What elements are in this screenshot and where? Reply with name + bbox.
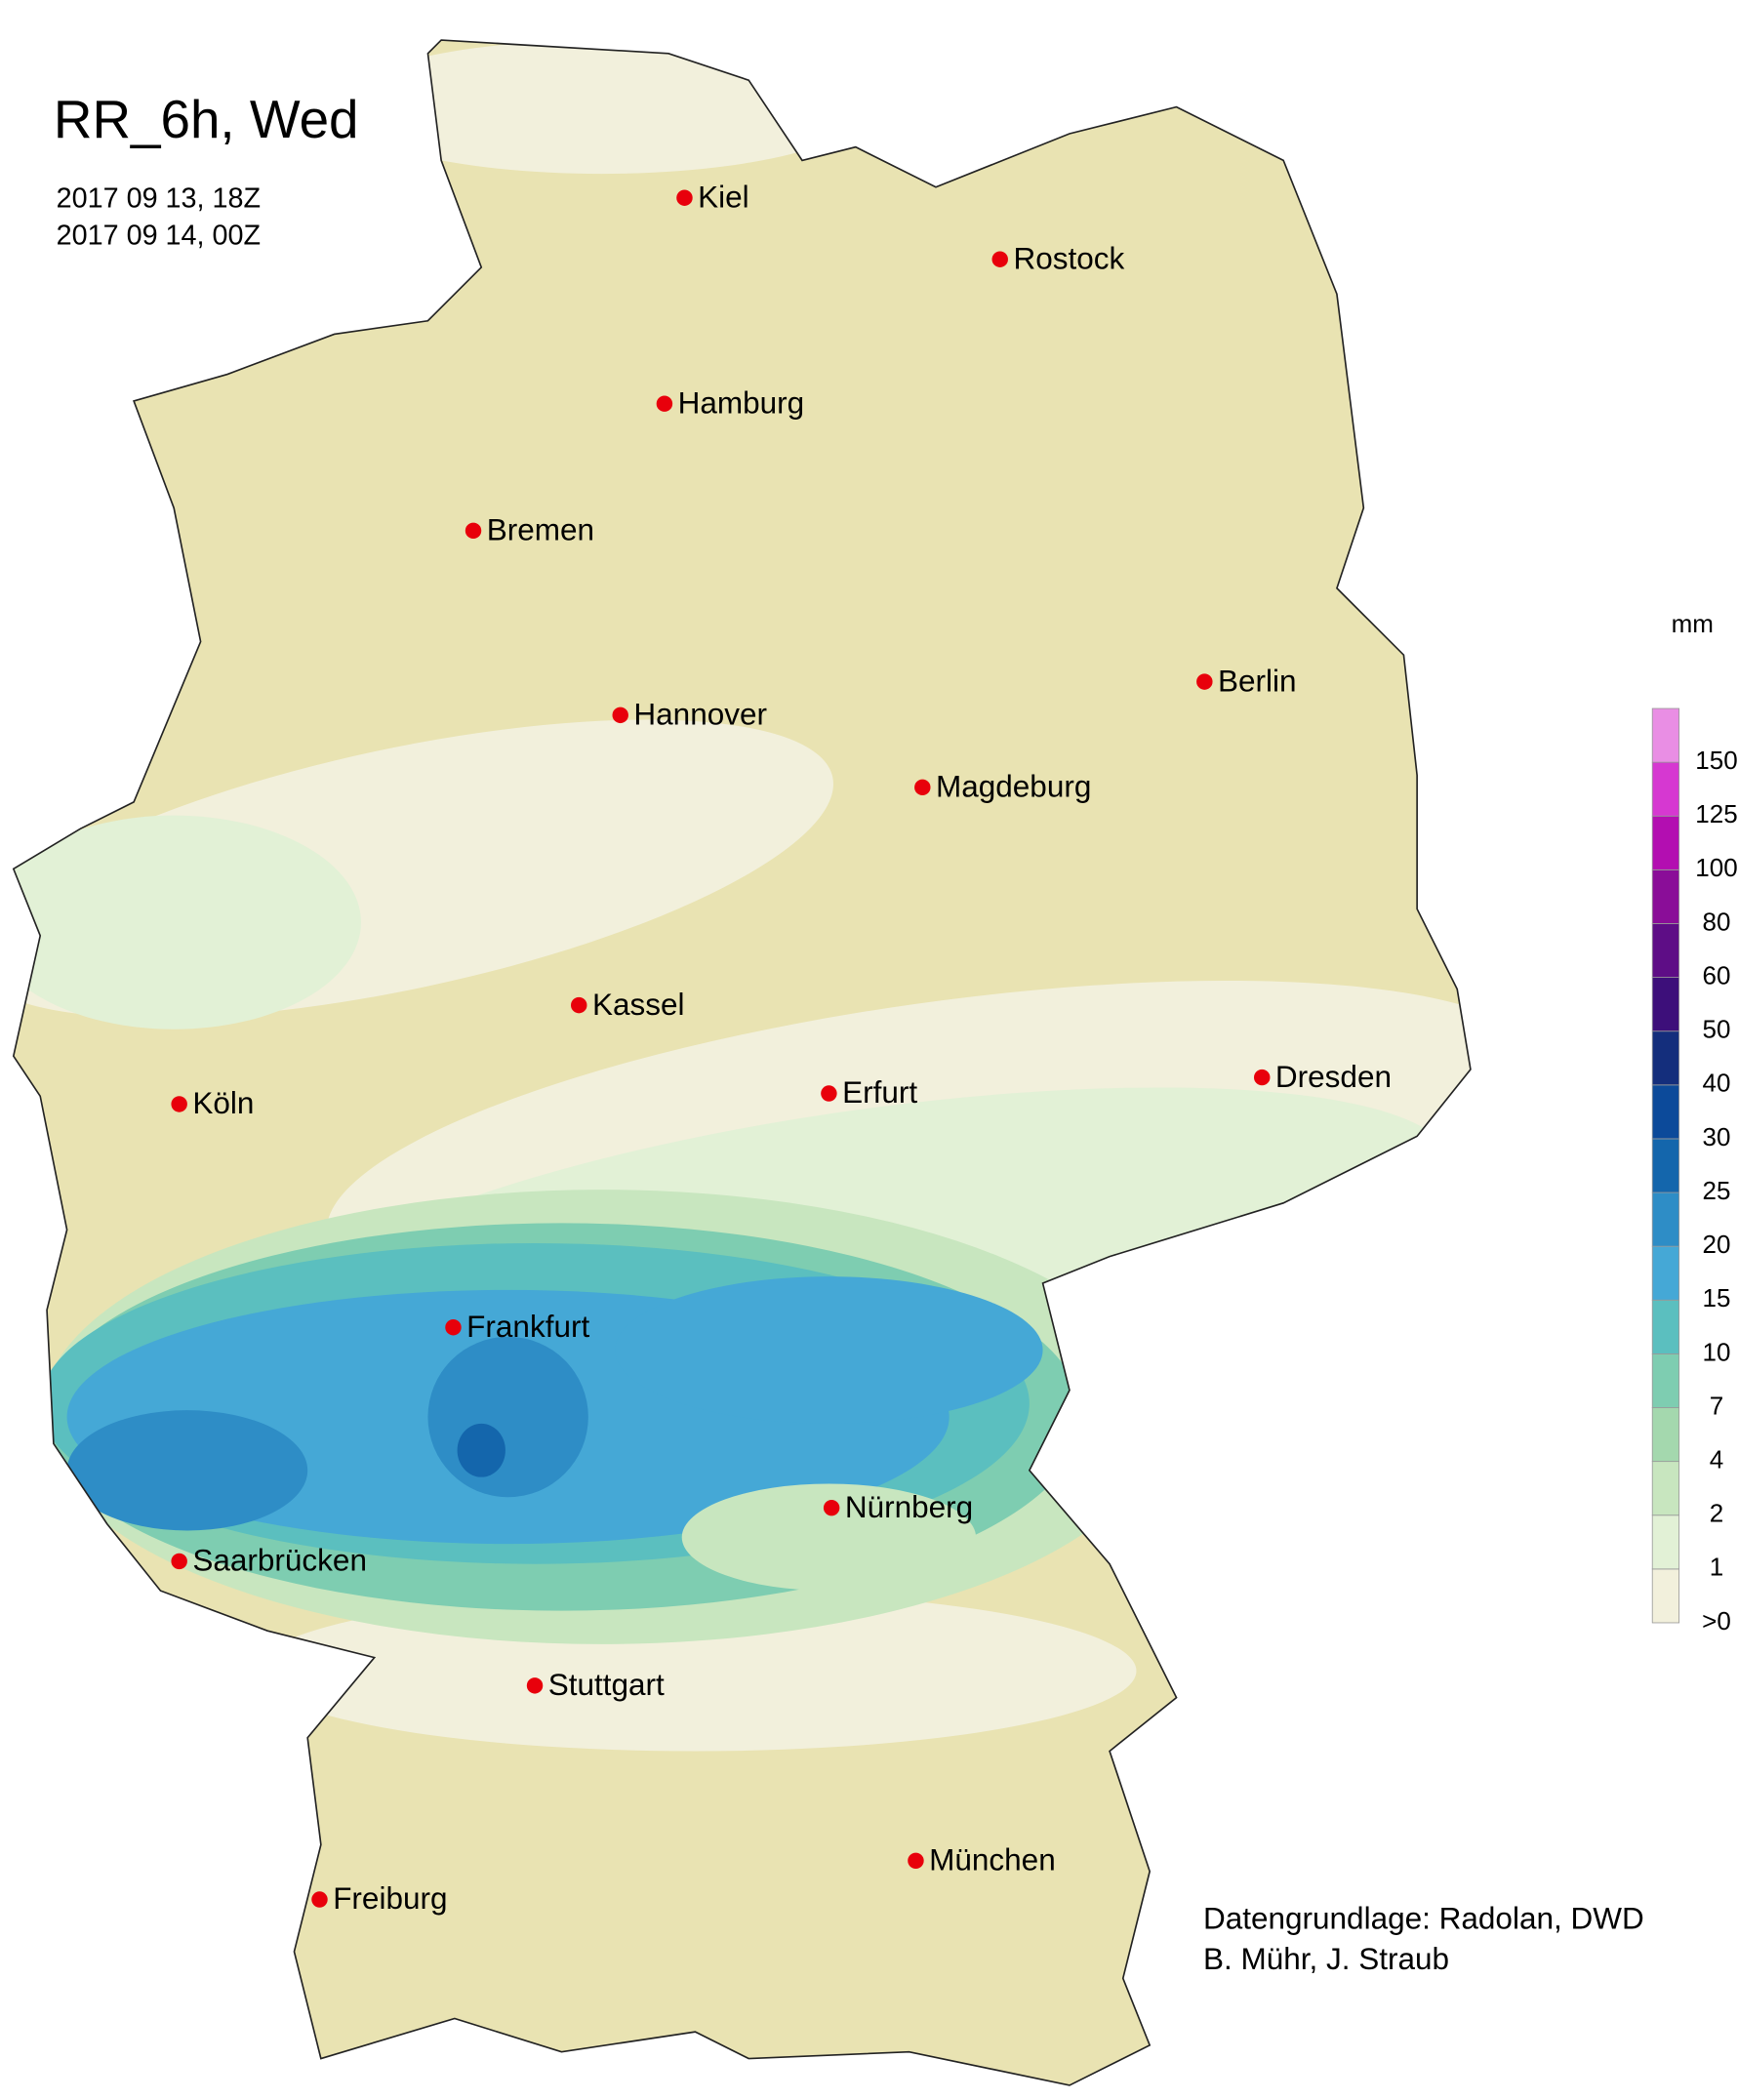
legend-swatch xyxy=(1651,923,1680,978)
city-label: Frankfurt xyxy=(466,1309,589,1344)
city-marker xyxy=(914,779,931,796)
legend-swatch xyxy=(1651,1245,1680,1301)
legend-swatch xyxy=(1651,1084,1680,1140)
city-marker xyxy=(823,1499,840,1516)
legend-swatch xyxy=(1651,1030,1680,1086)
title: RR_6h, Wed xyxy=(54,89,359,149)
city-label: Dresden xyxy=(1275,1059,1392,1094)
legend-swatch xyxy=(1651,1299,1680,1354)
city-label: Hamburg xyxy=(678,384,805,420)
city-label: Hannover xyxy=(633,697,767,732)
city-marker xyxy=(612,707,628,724)
legend-label: 40 xyxy=(1703,1069,1731,1098)
legend-label: 30 xyxy=(1703,1122,1731,1151)
city-marker xyxy=(821,1085,837,1102)
legend-label: 60 xyxy=(1703,960,1731,989)
city-marker xyxy=(656,395,673,412)
city-marker xyxy=(1196,673,1213,690)
legend-label: 15 xyxy=(1703,1283,1731,1312)
city-label: Köln xyxy=(192,1085,254,1120)
legend-swatch xyxy=(1651,1407,1680,1463)
legend-swatch xyxy=(1651,1514,1680,1570)
city-label: Freiburg xyxy=(333,1880,447,1916)
city-label: Kassel xyxy=(592,987,685,1022)
legend-label: 20 xyxy=(1703,1230,1731,1259)
legend-label: >0 xyxy=(1702,1606,1731,1636)
city-marker xyxy=(991,251,1008,267)
credit: Datengrundlage: Radolan, DWD xyxy=(1203,1901,1644,1936)
city-label: Saarbrücken xyxy=(192,1543,367,1578)
legend-swatch xyxy=(1651,1353,1680,1408)
city-label: Magdeburg xyxy=(936,769,1091,804)
credit: B. Mühr, J. Straub xyxy=(1203,1941,1449,1976)
city-marker xyxy=(908,1852,924,1870)
legend-swatch xyxy=(1651,1568,1680,1624)
border xyxy=(12,39,1472,2086)
legend-label: 10 xyxy=(1703,1337,1731,1366)
city-label: Stuttgart xyxy=(548,1667,665,1702)
city-label: Rostock xyxy=(1013,240,1124,275)
legend-label: 2 xyxy=(1710,1499,1723,1528)
legend-label: 7 xyxy=(1710,1391,1723,1420)
city-marker xyxy=(526,1677,544,1694)
city-label: Kiel xyxy=(698,179,749,214)
city-marker xyxy=(445,1319,462,1336)
city-label: Bremen xyxy=(487,512,594,547)
city-label: München xyxy=(929,1841,1056,1877)
date: 2017 09 14, 00Z xyxy=(57,221,261,252)
city-marker xyxy=(465,522,482,540)
city-marker xyxy=(676,189,693,206)
city-marker xyxy=(171,1553,187,1570)
legend-label: 25 xyxy=(1703,1176,1731,1205)
legend-swatch xyxy=(1651,1191,1680,1247)
city-marker xyxy=(571,996,587,1014)
city-label: Nürnberg xyxy=(845,1489,973,1524)
legend-swatch xyxy=(1651,868,1680,924)
legend-swatch xyxy=(1651,707,1680,763)
legend-swatch xyxy=(1651,815,1680,870)
city-marker xyxy=(311,1891,328,1908)
legend-swatch xyxy=(1651,977,1680,1032)
legend-label: 80 xyxy=(1703,907,1731,936)
city-marker xyxy=(1254,1069,1271,1086)
legend-swatch xyxy=(1651,1138,1680,1193)
legend-swatch xyxy=(1651,761,1680,817)
legend-label: 100 xyxy=(1695,853,1737,882)
legend-label: 125 xyxy=(1695,799,1737,828)
legend-label: 50 xyxy=(1703,1015,1731,1044)
legend-label: 4 xyxy=(1710,1445,1723,1474)
city-marker xyxy=(171,1096,187,1112)
legend-unit: mm xyxy=(1672,609,1714,638)
city-label: Berlin xyxy=(1218,663,1297,698)
legend-label: 1 xyxy=(1710,1553,1723,1582)
legend-label: 150 xyxy=(1695,746,1737,775)
city-label: Erfurt xyxy=(842,1074,917,1110)
date: 2017 09 13, 18Z xyxy=(57,182,261,214)
legend-swatch xyxy=(1651,1461,1680,1516)
